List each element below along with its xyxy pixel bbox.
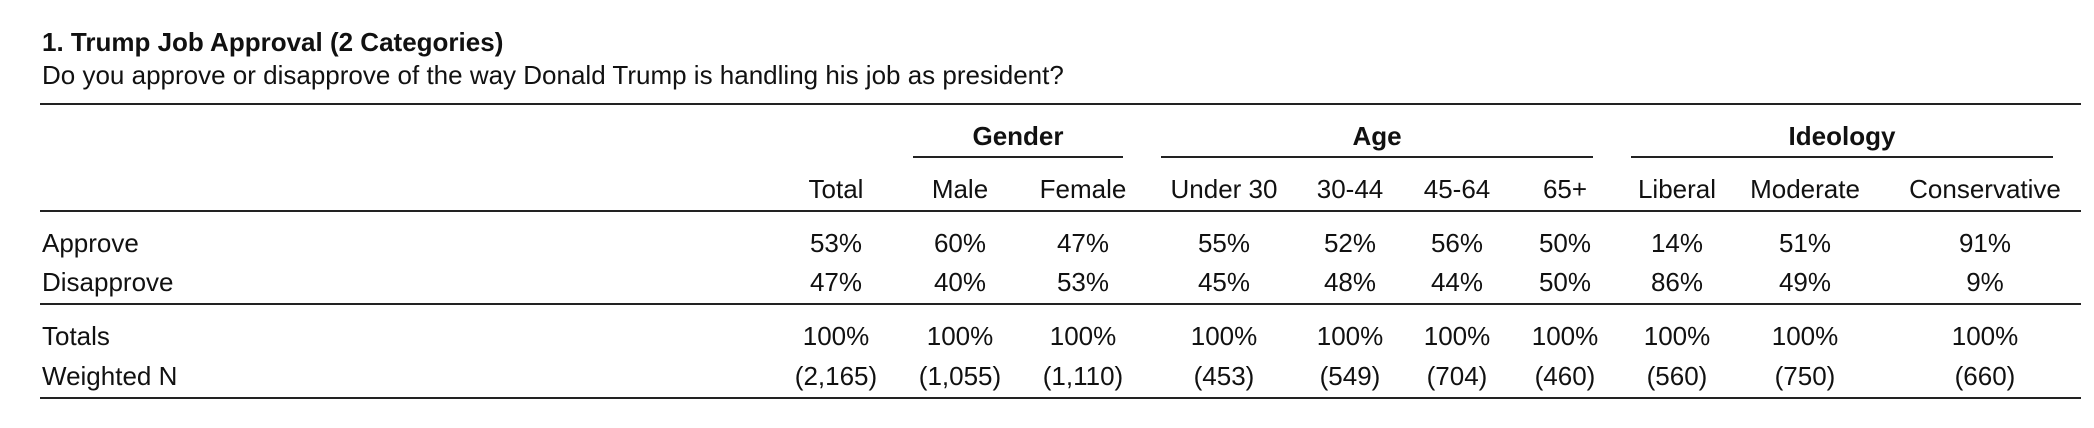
table-cell: 14% xyxy=(1650,228,1704,258)
row-label-totals: Totals xyxy=(42,321,110,351)
table-cell: 86% xyxy=(1650,267,1704,297)
column-header-30-44: 30-44 xyxy=(1316,174,1384,204)
table-cell: 50% xyxy=(1538,267,1592,297)
table-cell: (560) xyxy=(1646,361,1708,391)
table-cell: (660) xyxy=(1954,361,2016,391)
table-cell: 9% xyxy=(1966,267,2004,297)
table-cell: 100% xyxy=(1771,321,1839,351)
row-label-approve: Approve xyxy=(42,228,139,258)
table-cell: 51% xyxy=(1778,228,1832,258)
column-header-45-64: 45-64 xyxy=(1423,174,1491,204)
row-label-weighted-n: Weighted N xyxy=(42,361,178,391)
table-cell: 100% xyxy=(1951,321,2019,351)
group-rule-age xyxy=(1161,156,1593,158)
group-rule-gender xyxy=(913,156,1123,158)
row-label-disapprove: Disapprove xyxy=(42,267,174,297)
table-cell: 49% xyxy=(1778,267,1832,297)
table-cell: 100% xyxy=(1316,321,1384,351)
table-cell: (549) xyxy=(1319,361,1381,391)
column-header-female: Female xyxy=(1039,174,1127,204)
table-cell: (704) xyxy=(1426,361,1488,391)
column-header-liberal: Liberal xyxy=(1637,174,1717,204)
group-label-age: Age xyxy=(1352,121,1402,151)
group-label-gender: Gender xyxy=(972,121,1064,151)
table-cell: (1,055) xyxy=(918,361,1002,391)
header-rule xyxy=(40,210,2081,212)
column-header-under-30: Under 30 xyxy=(1170,174,1278,204)
table-cell: 48% xyxy=(1323,267,1377,297)
group-label-ideology: Ideology xyxy=(1788,121,1896,151)
column-header-65-plus: 65+ xyxy=(1542,174,1588,204)
table-cell: 53% xyxy=(1056,267,1110,297)
table-title: 1. Trump Job Approval (2 Categories) xyxy=(42,27,504,57)
table-cell: 52% xyxy=(1323,228,1377,258)
table-cell: 44% xyxy=(1430,267,1484,297)
top-rule xyxy=(40,103,2081,105)
column-header-total: Total xyxy=(808,174,864,204)
column-header-conservative: Conservative xyxy=(1909,174,2061,204)
table-cell: 47% xyxy=(1056,228,1110,258)
table-cell: 50% xyxy=(1538,228,1592,258)
table-cell: 55% xyxy=(1197,228,1251,258)
table-cell: (1,110) xyxy=(1042,361,1124,391)
table-cell: 100% xyxy=(1190,321,1258,351)
group-rule-ideology xyxy=(1631,156,2053,158)
table-cell: 100% xyxy=(1049,321,1117,351)
table-cell: 45% xyxy=(1197,267,1251,297)
table-cell: 100% xyxy=(802,321,870,351)
table-cell: (460) xyxy=(1534,361,1596,391)
column-header-moderate: Moderate xyxy=(1750,174,1860,204)
table-cell: (453) xyxy=(1193,361,1255,391)
table-cell: 100% xyxy=(1643,321,1711,351)
column-header-male: Male xyxy=(931,174,989,204)
table-cell: (750) xyxy=(1774,361,1836,391)
body-rule xyxy=(40,303,2081,305)
table-cell: 91% xyxy=(1958,228,2012,258)
table-cell: 100% xyxy=(1531,321,1599,351)
bottom-rule xyxy=(40,397,2081,399)
table-cell: (2,165) xyxy=(794,361,878,391)
table-cell: 56% xyxy=(1430,228,1484,258)
table-cell: 47% xyxy=(809,267,863,297)
table-cell: 100% xyxy=(926,321,994,351)
table-cell: 40% xyxy=(933,267,987,297)
table-cell: 60% xyxy=(933,228,987,258)
question-text: Do you approve or disapprove of the way … xyxy=(42,60,1064,90)
table-cell: 100% xyxy=(1423,321,1491,351)
table-cell: 53% xyxy=(809,228,863,258)
